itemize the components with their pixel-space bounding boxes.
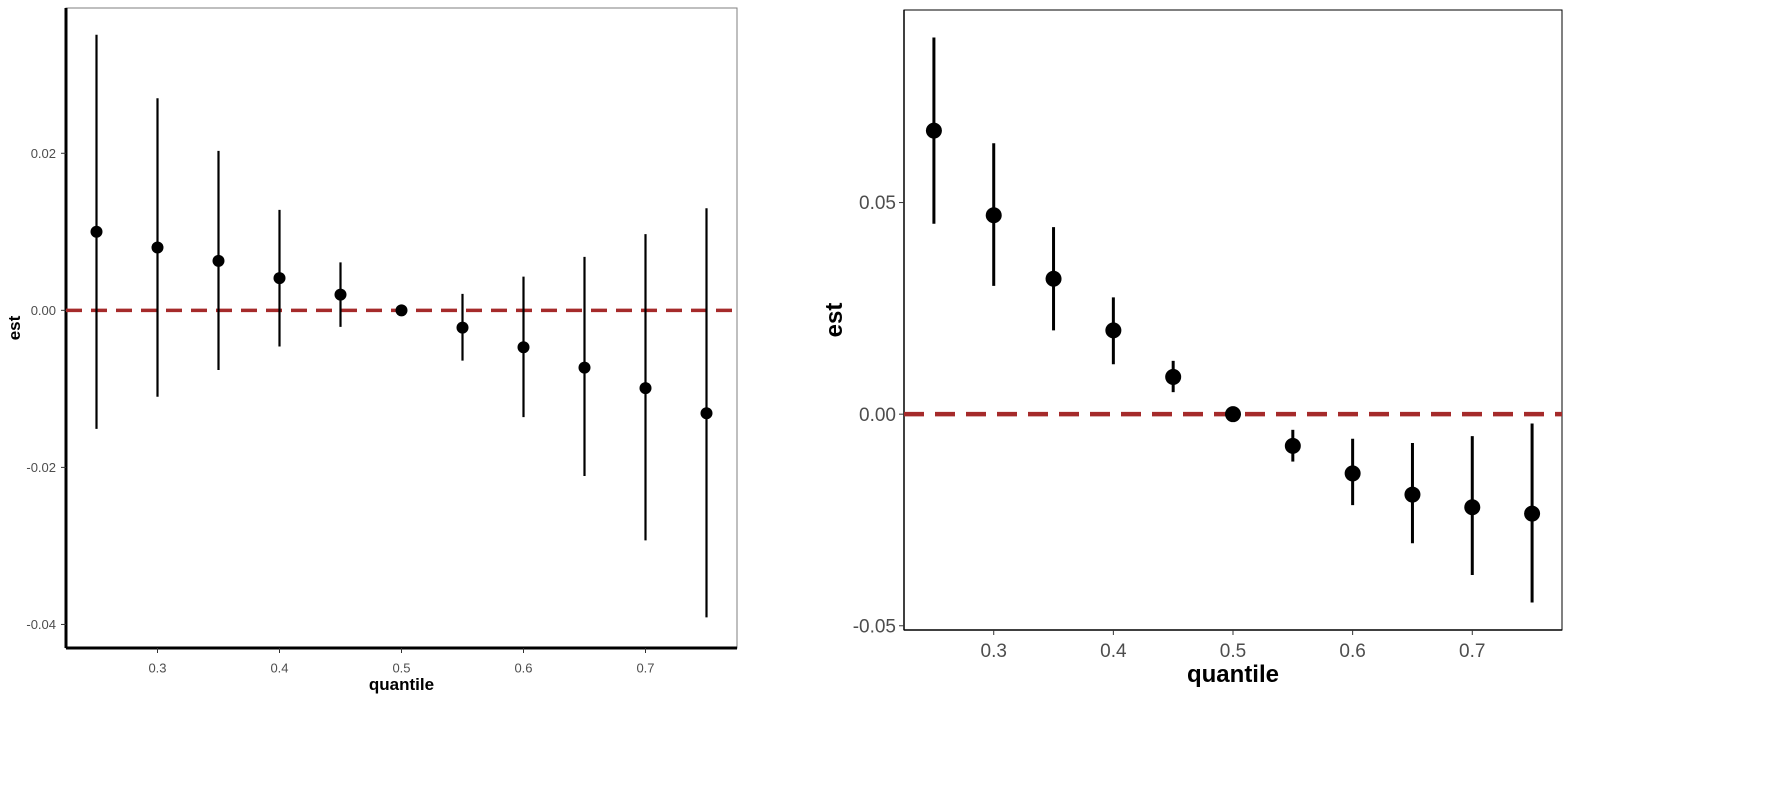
- x-tick-label: 0.5: [392, 660, 410, 675]
- y-axis-title: est: [821, 303, 848, 338]
- data-point: [1045, 270, 1062, 287]
- panel-border: [903, 9, 1563, 631]
- data-point: [985, 207, 1002, 224]
- data-point: [395, 304, 408, 317]
- y-axis-title: est: [5, 315, 24, 340]
- panel-border: [65, 7, 738, 649]
- data-point: [1105, 322, 1122, 339]
- y-tick-label: 0.00: [31, 303, 56, 318]
- x-tick-label: 0.7: [636, 660, 654, 675]
- x-axis-title: quantile: [1187, 661, 1279, 688]
- x-tick-label: 0.3: [981, 641, 1007, 662]
- data-point: [151, 241, 164, 254]
- data-point: [1225, 406, 1241, 423]
- data-point: [1344, 465, 1361, 482]
- data-point: [639, 382, 652, 395]
- data-point: [334, 288, 347, 301]
- data-point: [700, 407, 713, 420]
- data-point: [1165, 368, 1182, 385]
- data-point: [578, 361, 591, 374]
- y-tick-label: 0.05: [859, 193, 896, 214]
- data-point: [925, 122, 942, 139]
- data-point: [1524, 505, 1541, 522]
- right-panel: -0.05 0.00 0.05 0.3 0.4 0.5 0.6 0.7 quantile est: [821, 9, 1563, 688]
- y-tick-label: 0.02: [31, 146, 56, 161]
- data-point: [1404, 486, 1421, 503]
- data-point: [273, 272, 286, 285]
- data-point: [1464, 499, 1481, 516]
- data-point: [456, 321, 469, 334]
- x-tick-label: 0.6: [514, 660, 532, 675]
- data-point: [90, 225, 103, 238]
- data-point: [1284, 437, 1301, 454]
- x-tick-label: 0.6: [1339, 641, 1365, 662]
- x-tick-label: 0.4: [270, 660, 288, 675]
- data-point: [517, 341, 530, 354]
- x-tick-label: 0.7: [1459, 641, 1485, 662]
- y-tick-label: 0.00: [859, 405, 896, 426]
- y-tick-label: -0.05: [853, 616, 896, 637]
- y-tick-label: -0.02: [26, 460, 56, 475]
- data-point: [212, 254, 225, 267]
- x-tick-label: 0.3: [148, 660, 166, 675]
- left-panel: -0.04 -0.02 0.00 0.02 0.3 0.4 0.5 0.6 0.7 quantil…: [5, 7, 738, 694]
- x-axis-title: quantile: [369, 675, 434, 694]
- y-tick-label: -0.04: [26, 617, 56, 632]
- x-tick-label: 0.4: [1100, 641, 1127, 662]
- x-tick-label: 0.5: [1220, 641, 1246, 662]
